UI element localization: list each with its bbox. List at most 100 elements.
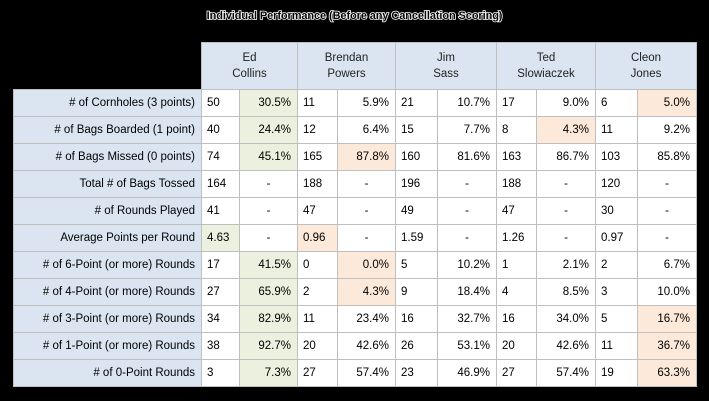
percent-cell: -: [239, 169, 298, 198]
row-label: # of Cornholes (3 points): [13, 88, 202, 117]
percent-cell: 10.2%: [437, 250, 497, 279]
player-last-name: Slowiaczek: [517, 67, 575, 80]
count-cell: 164: [201, 169, 240, 198]
percent-cell: 5.9%: [337, 88, 396, 117]
count-cell: 5: [595, 304, 638, 333]
row-label: # of Bags Boarded (1 point): [13, 115, 202, 144]
player-first-name: Jim: [437, 51, 455, 64]
percent-cell: 2.1%: [536, 250, 596, 279]
count-cell: 163: [496, 142, 537, 171]
percent-cell: 41.5%: [239, 250, 298, 279]
percent-cell: 57.4%: [536, 358, 596, 387]
table-row: # of 3-Point (or more) Rounds 34 82.9% 11 23…: [13, 304, 697, 333]
player-first-name: Cleon: [630, 51, 662, 64]
percent-cell: 63.3%: [637, 358, 697, 387]
count-cell: 47: [496, 196, 537, 225]
percent-cell: 9.2%: [637, 115, 697, 144]
table-row: # of 4-Point (or more) Rounds 27 65.9% 2 4.3…: [13, 277, 697, 306]
percent-cell: -: [637, 223, 697, 252]
percent-cell: 81.6%: [437, 142, 497, 171]
player-first-name: Ed: [242, 51, 257, 64]
count-cell: 20: [297, 331, 338, 360]
table-row: # of Cornholes (3 points) 50 30.5% 11 5.9% 21…: [13, 88, 697, 117]
count-cell: 103: [595, 142, 638, 171]
count-cell: 165: [297, 142, 338, 171]
percent-cell: 30.5%: [239, 88, 298, 117]
page-title: Individual Performance (Before any Cance…: [206, 9, 503, 23]
count-cell: 11: [297, 304, 338, 333]
percent-cell: 4.3%: [536, 115, 596, 144]
player-last-name: Powers: [327, 67, 366, 80]
count-cell: 50: [201, 88, 240, 117]
count-cell: 1.59: [395, 223, 438, 252]
count-cell: 27: [201, 277, 240, 306]
percent-cell: 65.9%: [239, 277, 298, 306]
count-cell: 6: [595, 88, 638, 117]
count-cell: 23: [395, 358, 438, 387]
count-cell: 17: [496, 88, 537, 117]
row-label: Average Points per Round: [13, 223, 202, 252]
percent-cell: 10.0%: [637, 277, 697, 306]
player-last-name: Collins: [232, 67, 267, 80]
count-cell: 188: [496, 169, 537, 198]
percent-cell: -: [536, 169, 596, 198]
count-cell: 3: [595, 277, 638, 306]
percent-cell: 4.3%: [337, 277, 396, 306]
table-row: Total # of Bags Tossed 164-188-196-188-12…: [13, 169, 697, 198]
count-cell: 0.97: [595, 223, 638, 252]
count-cell: 188: [297, 169, 338, 198]
count-cell: 4.63: [201, 223, 240, 252]
player-last-name: Jones: [630, 67, 662, 80]
count-cell: 11: [297, 88, 338, 117]
percent-cell: 87.8%: [337, 142, 396, 171]
percent-cell: -: [437, 196, 497, 225]
percent-cell: 92.7%: [239, 331, 298, 360]
count-cell: 47: [297, 196, 338, 225]
count-cell: 40: [201, 115, 240, 144]
percent-cell: 34.0%: [536, 304, 596, 333]
table-corner: [13, 42, 202, 89]
percent-cell: -: [437, 169, 497, 198]
count-cell: 17: [201, 250, 240, 279]
player-header: Brendan Powers: [297, 42, 396, 90]
row-label: # of 6-Point (or more) Rounds: [13, 250, 202, 279]
count-cell: 41: [201, 196, 240, 225]
player-header: Ed Collins: [201, 42, 298, 90]
percent-cell: 46.9%: [437, 358, 497, 387]
header-row: Ed Collins Brendan Powers Jim Sass Ted Slowiacz…: [13, 42, 697, 90]
table-row: Average Points per Round 4.63-0.96-1.59-1…: [13, 223, 697, 252]
count-cell: 27: [297, 358, 338, 387]
count-cell: 120: [595, 169, 638, 198]
row-label: # of 3-Point (or more) Rounds: [13, 304, 202, 333]
percent-cell: -: [337, 223, 396, 252]
percent-cell: -: [637, 169, 697, 198]
count-cell: 9: [395, 277, 438, 306]
percent-cell: 0.0%: [337, 250, 396, 279]
percent-cell: 9.0%: [536, 88, 596, 117]
percent-cell: 7.7%: [437, 115, 497, 144]
player-header: Ted Slowiaczek: [496, 42, 596, 90]
percent-cell: 53.1%: [437, 331, 497, 360]
row-label: # of Bags Missed (0 points): [13, 142, 202, 171]
player-header: Jim Sass: [395, 42, 497, 90]
table-row: # of 0-Point Rounds 3 7.3% 27 57.4% 23 46.9% 27…: [13, 358, 697, 387]
count-cell: 38: [201, 331, 240, 360]
count-cell: 160: [395, 142, 438, 171]
count-cell: 3: [201, 358, 240, 387]
count-cell: 4: [496, 277, 537, 306]
percent-cell: 32.7%: [437, 304, 497, 333]
player-last-name: Sass: [433, 67, 459, 80]
percent-cell: -: [536, 223, 596, 252]
count-cell: 0.96: [297, 223, 338, 252]
count-cell: 2: [297, 277, 338, 306]
count-cell: 11: [595, 331, 638, 360]
player-header: Cleon Jones: [595, 42, 697, 90]
player-first-name: Brendan: [324, 51, 369, 64]
count-cell: 15: [395, 115, 438, 144]
row-label: # of Rounds Played: [13, 196, 202, 225]
percent-cell: 6.7%: [637, 250, 697, 279]
count-cell: 26: [395, 331, 438, 360]
percent-cell: 42.6%: [337, 331, 396, 360]
table-row: # of Bags Missed (0 points) 74 45.1% 165 87.…: [13, 142, 697, 171]
row-label: # of 1-Point (or more) Rounds: [13, 331, 202, 360]
